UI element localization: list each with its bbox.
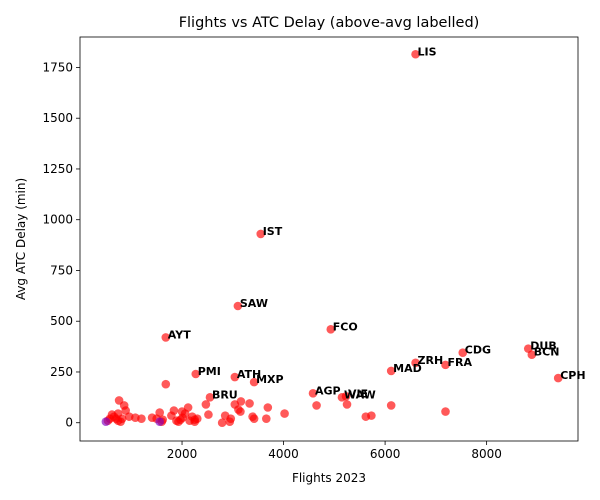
data-point-ayt xyxy=(161,333,171,342)
point-label-ath: ATH xyxy=(237,368,261,381)
data-point xyxy=(161,379,171,389)
point-label-lis: LIS xyxy=(418,45,437,58)
chart-title: Flights vs ATC Delay (above-avg labelled… xyxy=(179,15,480,31)
data-point xyxy=(280,409,289,418)
point-label-cdg: CDG xyxy=(465,344,491,357)
data-point xyxy=(225,417,235,427)
x-axis: 2000 4000 6000 8000 xyxy=(167,441,502,461)
point-label-saw: SAW xyxy=(240,297,268,310)
data-point xyxy=(386,401,396,410)
points-layer xyxy=(101,49,563,428)
point-label-bcn: BCN xyxy=(534,346,560,359)
point-label-mxp: MXP xyxy=(256,373,284,386)
data-point xyxy=(262,414,271,423)
data-point-highlight xyxy=(101,417,111,427)
data-point xyxy=(167,411,176,420)
x-tick-label: 2000 xyxy=(167,447,198,461)
data-point xyxy=(312,401,321,410)
point-label-vie: VIE xyxy=(348,387,368,400)
point-label-zrh: ZRH xyxy=(418,354,444,367)
point-label-bru: BRU xyxy=(212,388,238,401)
data-point xyxy=(201,400,211,409)
data-point-cph xyxy=(553,373,563,383)
data-point-agp xyxy=(308,388,318,398)
x-tick-label: 6000 xyxy=(370,447,401,461)
point-label-fra: FRA xyxy=(448,356,473,369)
data-point-lis xyxy=(411,49,420,59)
y-axis: 0 250 500 750 1000 1250 1500 1750 xyxy=(42,60,80,430)
data-point-highlight xyxy=(155,417,165,427)
point-label-ist: IST xyxy=(263,225,283,238)
y-tick-label: 250 xyxy=(50,365,73,379)
y-tick-label: 750 xyxy=(50,263,73,277)
data-point xyxy=(204,410,213,419)
x-tick-label: 4000 xyxy=(268,447,299,461)
data-point-bru xyxy=(205,393,215,402)
data-point xyxy=(177,407,187,416)
point-label-fco: FCO xyxy=(333,320,358,333)
data-point-saw xyxy=(233,301,243,311)
y-axis-label: Avg ATC Delay (min) xyxy=(14,178,28,300)
y-tick-label: 1250 xyxy=(42,162,73,176)
data-point xyxy=(263,403,273,412)
data-point xyxy=(217,418,227,428)
data-point-fra xyxy=(441,360,450,370)
point-label-dub: DUB xyxy=(530,340,556,353)
data-point-ath xyxy=(230,372,240,382)
data-point xyxy=(342,400,352,409)
data-point-mad xyxy=(386,366,396,376)
data-point xyxy=(147,413,157,422)
y-tick-label: 1000 xyxy=(42,213,73,227)
x-tick-label: 8000 xyxy=(471,447,502,461)
x-axis-label: Flights 2023 xyxy=(292,471,366,485)
data-point-zrh xyxy=(411,358,420,368)
data-point-pmi xyxy=(191,369,201,379)
data-point-bcn xyxy=(527,350,537,360)
y-tick-label: 1500 xyxy=(42,111,73,125)
data-point-ist xyxy=(256,229,266,239)
data-point-waw xyxy=(337,393,347,402)
point-label-ayt: AYT xyxy=(168,328,191,341)
point-label-pmi: PMI xyxy=(198,365,221,378)
plot-frame xyxy=(79,36,579,442)
y-tick-label: 0 xyxy=(65,416,73,430)
point-label-agp: AGP xyxy=(315,384,341,397)
data-point xyxy=(245,399,254,408)
y-tick-label: 1750 xyxy=(42,60,73,74)
data-point xyxy=(220,411,230,420)
point-label-waw: WAW xyxy=(344,388,376,401)
y-tick-label: 500 xyxy=(50,314,73,328)
data-point xyxy=(230,400,240,409)
data-point xyxy=(113,416,123,425)
point-label-mad: MAD xyxy=(393,362,422,375)
data-point-mxp xyxy=(249,377,259,387)
data-point xyxy=(248,412,257,421)
data-point-cdg xyxy=(458,348,468,357)
data-point-fco xyxy=(326,325,336,334)
point-label-cph: CPH xyxy=(560,369,585,382)
data-point xyxy=(367,411,376,420)
data-point xyxy=(441,407,450,416)
data-point xyxy=(190,417,200,427)
data-point xyxy=(114,396,124,405)
